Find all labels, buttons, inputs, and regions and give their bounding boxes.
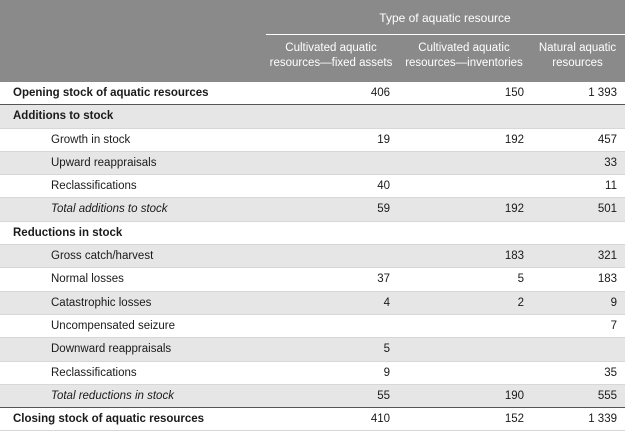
table-row: Normal losses 37 5 183 — [0, 268, 625, 292]
table-row: Uncompensated seizure 7 — [0, 315, 625, 339]
group-header-rule — [266, 34, 625, 35]
row-label: Total additions to stock — [51, 203, 168, 216]
row-label: Reclassifications — [51, 180, 137, 193]
cell-value: 19 — [377, 133, 390, 146]
cell-value: 1 393 — [588, 87, 617, 99]
cell-value: 33 — [604, 156, 617, 169]
cell-value: 9 — [383, 366, 390, 379]
table-row: Total reductions in stock 55 190 555 — [0, 384, 625, 409]
table-header: Type of aquatic resource Cultivated aqua… — [0, 0, 625, 82]
table-row: Catastrophic losses 4 2 9 — [0, 291, 625, 315]
row-label: Growth in stock — [51, 133, 131, 146]
table-body: Opening stock of aquatic resources 406 150… — [0, 82, 625, 431]
row-label: Opening stock of aquatic resources — [13, 87, 209, 99]
row-label: Reductions in stock — [13, 226, 123, 239]
cell-value: 410 — [370, 413, 390, 426]
row-label: Closing stock of aquatic resources — [13, 413, 205, 426]
cell-value: 7 — [610, 319, 617, 332]
cell-value: 192 — [504, 203, 524, 216]
cell-value: 1 339 — [588, 413, 617, 426]
table-row: Opening stock of aquatic resources 406 150… — [0, 82, 625, 106]
row-label: Uncompensated seizure — [51, 319, 176, 332]
cell-value: 35 — [604, 366, 617, 379]
cell-value: 321 — [597, 250, 617, 263]
table-row: Closing stock of aquatic resources 410 152… — [0, 408, 625, 431]
cell-value: 37 — [377, 273, 390, 286]
cell-value: 4 — [383, 296, 390, 309]
cell-value: 5 — [517, 273, 524, 286]
column-header-natural: Natural aquatic resources — [538, 42, 617, 69]
cell-value: 457 — [597, 133, 617, 146]
row-label: Downward reappraisals — [51, 343, 172, 356]
row-label: Additions to stock — [13, 110, 114, 123]
table-row: Reclassifications 9 35 — [0, 362, 625, 385]
table-row: Reclassifications 40 11 — [0, 175, 625, 199]
cell-value: 406 — [370, 87, 390, 99]
cell-value: 152 — [504, 413, 524, 426]
cell-value: 150 — [504, 87, 524, 99]
row-label: Catastrophic losses — [51, 296, 152, 309]
cell-value: 40 — [377, 180, 390, 193]
row-label: Normal losses — [51, 273, 124, 286]
cell-value: 555 — [597, 389, 617, 402]
cell-value: 190 — [504, 389, 524, 402]
cell-value: 2 — [517, 296, 524, 309]
cell-value: 192 — [504, 133, 524, 146]
cell-value: 55 — [377, 389, 390, 402]
cell-value: 183 — [504, 250, 524, 263]
table-row: Gross catch/harvest 183 321 — [0, 245, 625, 269]
cell-value: 5 — [383, 343, 390, 356]
row-label: Upward reappraisals — [51, 156, 157, 169]
table-row: Upward reappraisals 33 — [0, 151, 625, 176]
cell-value: 501 — [597, 203, 617, 216]
table-row: Growth in stock 19 192 457 — [0, 129, 625, 152]
table-row: Additions to stock — [0, 105, 625, 129]
row-label: Gross catch/harvest — [51, 250, 154, 263]
cell-value: 59 — [377, 203, 390, 216]
row-label: Total reductions in stock — [51, 389, 174, 402]
table-row: Total additions to stock 59 192 501 — [0, 198, 625, 222]
column-header-fixed-assets: Cultivated aquatic resources—fixed asset… — [269, 42, 393, 69]
cell-value: 9 — [610, 296, 617, 309]
group-column-title: Type of aquatic resource — [379, 10, 511, 25]
cell-value: 183 — [597, 273, 617, 286]
column-header-inventories: Cultivated aquatic resources—inventories — [405, 42, 523, 69]
row-label: Reclassifications — [51, 366, 137, 379]
cell-value: 11 — [605, 180, 617, 193]
table-row: Reductions in stock — [0, 222, 625, 246]
table-row: Downward reappraisals 5 — [0, 338, 625, 362]
